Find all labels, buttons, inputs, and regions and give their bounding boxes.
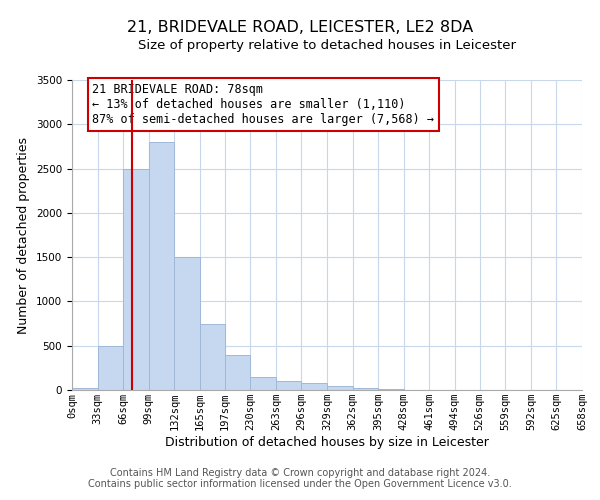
Bar — [224, 354, 250, 390]
Bar — [250, 376, 276, 390]
Bar — [276, 381, 301, 390]
Bar — [175, 257, 200, 390]
Text: Contains HM Land Registry data © Crown copyright and database right 2024.: Contains HM Land Registry data © Crown c… — [110, 468, 490, 477]
Bar — [301, 384, 327, 390]
Bar — [123, 168, 149, 390]
Text: Contains public sector information licensed under the Open Government Licence v3: Contains public sector information licen… — [88, 479, 512, 489]
Bar — [200, 324, 226, 390]
Bar — [327, 386, 353, 390]
Bar — [72, 388, 98, 390]
Bar — [149, 142, 175, 390]
Bar — [353, 388, 378, 390]
Title: Size of property relative to detached houses in Leicester: Size of property relative to detached ho… — [138, 40, 516, 52]
Text: 21, BRIDEVALE ROAD, LEICESTER, LE2 8DA: 21, BRIDEVALE ROAD, LEICESTER, LE2 8DA — [127, 20, 473, 35]
Text: 21 BRIDEVALE ROAD: 78sqm
← 13% of detached houses are smaller (1,110)
87% of sem: 21 BRIDEVALE ROAD: 78sqm ← 13% of detach… — [92, 83, 434, 126]
Y-axis label: Number of detached properties: Number of detached properties — [17, 136, 31, 334]
Bar — [378, 389, 404, 390]
X-axis label: Distribution of detached houses by size in Leicester: Distribution of detached houses by size … — [165, 436, 489, 449]
Bar — [98, 346, 123, 390]
